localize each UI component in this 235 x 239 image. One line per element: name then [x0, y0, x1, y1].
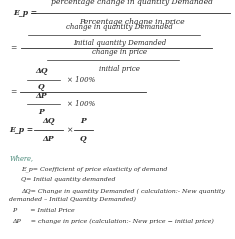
Text: demanded – Initial Quantity Demanded): demanded – Initial Quantity Demanded): [9, 197, 136, 202]
Text: E_p= Coefficient of price elasticity of demand: E_p= Coefficient of price elasticity of …: [21, 166, 168, 172]
Text: P       = Initial Price: P = Initial Price: [12, 208, 74, 213]
Text: ΔQ: ΔQ: [35, 67, 47, 75]
Text: Initial quantity Demanded: Initial quantity Demanded: [73, 39, 166, 47]
Text: Q= Initial quantity demanded: Q= Initial quantity demanded: [21, 177, 116, 182]
Text: Q: Q: [38, 83, 44, 91]
Text: change in price: change in price: [92, 49, 147, 56]
Text: ΔP: ΔP: [42, 135, 54, 143]
Text: ΔQ= Change in quantity Demanded ( calculation:- New quantity: ΔQ= Change in quantity Demanded ( calcul…: [21, 189, 225, 194]
Text: P: P: [38, 108, 44, 116]
Text: ΔQ: ΔQ: [42, 117, 55, 125]
Text: ΔP: ΔP: [35, 92, 47, 100]
Text: × 100%: × 100%: [67, 100, 95, 109]
Text: change in quantity Demanded: change in quantity Demanded: [67, 23, 173, 31]
Text: P: P: [81, 117, 86, 125]
Text: E_p =: E_p =: [9, 126, 34, 134]
Text: Percentage chagne in price: Percentage chagne in price: [79, 18, 184, 26]
Text: Where,: Where,: [9, 154, 33, 162]
Text: initial price: initial price: [99, 65, 140, 73]
Text: =: =: [11, 88, 17, 96]
Text: E_p =: E_p =: [13, 9, 37, 17]
Text: ΔP     = change in price (calculation:- New price − initial price): ΔP = change in price (calculation:- New …: [12, 219, 214, 224]
Text: =: =: [11, 44, 17, 52]
Text: × 100%: × 100%: [67, 76, 95, 84]
Text: ×: ×: [67, 126, 74, 134]
Text: percentage change in quantity Demanded: percentage change in quantity Demanded: [51, 0, 213, 6]
Text: Q: Q: [80, 135, 87, 143]
